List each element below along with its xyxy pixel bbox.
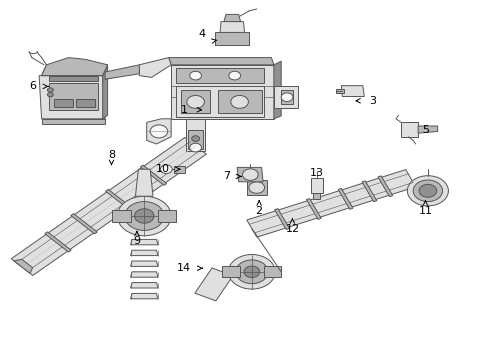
Text: 6: 6 bbox=[30, 81, 37, 91]
Text: 4: 4 bbox=[198, 29, 205, 39]
Polygon shape bbox=[130, 272, 158, 277]
Polygon shape bbox=[306, 199, 321, 219]
Polygon shape bbox=[71, 213, 97, 234]
Polygon shape bbox=[39, 76, 105, 119]
Polygon shape bbox=[217, 90, 261, 113]
Text: 1: 1 bbox=[181, 105, 188, 115]
Text: 14: 14 bbox=[176, 263, 190, 273]
Text: 10: 10 bbox=[156, 164, 170, 174]
Polygon shape bbox=[130, 293, 158, 299]
Polygon shape bbox=[400, 122, 417, 137]
Polygon shape bbox=[185, 119, 205, 151]
Polygon shape bbox=[273, 86, 298, 108]
Polygon shape bbox=[176, 68, 264, 83]
Polygon shape bbox=[11, 138, 206, 275]
Circle shape bbox=[47, 93, 53, 97]
Polygon shape bbox=[112, 210, 130, 222]
Polygon shape bbox=[246, 170, 415, 237]
Polygon shape bbox=[281, 90, 293, 104]
Polygon shape bbox=[14, 259, 33, 273]
Circle shape bbox=[160, 165, 172, 174]
Polygon shape bbox=[158, 210, 176, 222]
Circle shape bbox=[186, 95, 204, 108]
Text: 7: 7 bbox=[222, 171, 229, 181]
Polygon shape bbox=[102, 65, 107, 119]
Polygon shape bbox=[222, 266, 239, 277]
Polygon shape bbox=[361, 181, 376, 202]
Polygon shape bbox=[130, 283, 158, 288]
Polygon shape bbox=[139, 58, 171, 77]
Circle shape bbox=[281, 93, 292, 102]
Polygon shape bbox=[181, 90, 210, 113]
Polygon shape bbox=[130, 239, 158, 245]
Polygon shape bbox=[341, 86, 364, 96]
Circle shape bbox=[117, 196, 171, 236]
Circle shape bbox=[248, 182, 264, 193]
Polygon shape bbox=[130, 250, 158, 256]
Circle shape bbox=[244, 266, 259, 278]
Polygon shape bbox=[130, 261, 158, 266]
Circle shape bbox=[47, 88, 53, 92]
Polygon shape bbox=[246, 180, 266, 195]
Polygon shape bbox=[174, 166, 184, 173]
Polygon shape bbox=[49, 83, 98, 110]
Circle shape bbox=[230, 95, 248, 108]
Circle shape bbox=[191, 136, 199, 141]
Polygon shape bbox=[105, 189, 132, 210]
Polygon shape bbox=[76, 99, 95, 107]
Polygon shape bbox=[195, 268, 232, 301]
Text: 13: 13 bbox=[309, 168, 323, 178]
Text: 9: 9 bbox=[133, 236, 140, 246]
Polygon shape bbox=[140, 165, 166, 185]
Circle shape bbox=[228, 71, 240, 80]
Polygon shape bbox=[45, 232, 71, 252]
Text: 3: 3 bbox=[368, 96, 375, 106]
Polygon shape bbox=[313, 193, 320, 199]
Polygon shape bbox=[41, 58, 107, 76]
Polygon shape bbox=[135, 169, 153, 196]
Polygon shape bbox=[224, 14, 240, 22]
Polygon shape bbox=[417, 126, 437, 133]
Polygon shape bbox=[41, 119, 105, 124]
Polygon shape bbox=[168, 58, 273, 65]
Circle shape bbox=[150, 125, 167, 138]
Text: 5: 5 bbox=[421, 125, 428, 135]
Circle shape bbox=[235, 260, 267, 284]
Circle shape bbox=[228, 255, 275, 289]
Circle shape bbox=[189, 71, 201, 80]
Polygon shape bbox=[336, 89, 343, 93]
Polygon shape bbox=[176, 86, 264, 117]
Polygon shape bbox=[49, 76, 98, 81]
Circle shape bbox=[242, 169, 258, 180]
Polygon shape bbox=[215, 32, 249, 45]
Circle shape bbox=[418, 184, 436, 197]
Text: 2: 2 bbox=[255, 206, 262, 216]
Polygon shape bbox=[273, 61, 281, 119]
Polygon shape bbox=[146, 119, 171, 144]
Circle shape bbox=[189, 143, 201, 152]
Text: 12: 12 bbox=[285, 224, 299, 234]
Polygon shape bbox=[264, 266, 281, 277]
Polygon shape bbox=[188, 130, 203, 149]
Polygon shape bbox=[237, 167, 263, 182]
Circle shape bbox=[124, 202, 163, 230]
Text: 8: 8 bbox=[108, 150, 115, 160]
Polygon shape bbox=[338, 189, 352, 209]
Circle shape bbox=[412, 180, 442, 202]
Text: 11: 11 bbox=[418, 206, 431, 216]
Circle shape bbox=[134, 209, 154, 223]
Polygon shape bbox=[377, 176, 392, 197]
Polygon shape bbox=[105, 65, 139, 79]
Polygon shape bbox=[310, 178, 322, 193]
Polygon shape bbox=[41, 65, 107, 76]
Polygon shape bbox=[54, 99, 73, 107]
Polygon shape bbox=[171, 65, 273, 119]
Polygon shape bbox=[220, 22, 244, 32]
Circle shape bbox=[407, 176, 447, 206]
Polygon shape bbox=[274, 209, 289, 229]
